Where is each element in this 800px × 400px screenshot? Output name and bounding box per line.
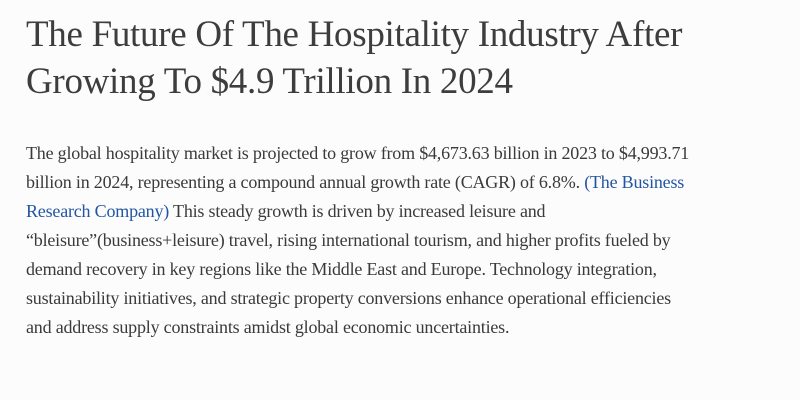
- body-text: The global hospitality market is project…: [26, 143, 690, 163]
- body-text: sustainability initiatives, and strategi…: [26, 288, 671, 308]
- article-headline: The Future Of The Hospitality Industry A…: [26, 11, 774, 105]
- headline-line-2: Growing To $4.9 Trillion In 2024: [26, 61, 513, 102]
- article: The Future Of The Hospitality Industry A…: [0, 11, 800, 400]
- body-line-6: sustainability initiatives, and strategi…: [26, 284, 774, 313]
- body-text: This steady growth is driven by increase…: [169, 201, 546, 221]
- body-text: billion in 2024, representing a compound…: [26, 172, 585, 192]
- body-text: “bleisure”(business+leisure) travel, ris…: [26, 230, 671, 250]
- body-line-2: billion in 2024, representing a compound…: [26, 168, 774, 197]
- body-line-3: Research Company) This steady growth is …: [26, 197, 774, 226]
- article-body: The global hospitality market is project…: [26, 139, 774, 342]
- body-line-7: and address supply constraints amidst gl…: [26, 313, 774, 342]
- body-line-5: demand recovery in key regions like the …: [26, 255, 774, 284]
- body-text: demand recovery in key regions like the …: [26, 259, 657, 279]
- business-research-company-link[interactable]: (The Business: [584, 172, 685, 192]
- headline-line-1: The Future Of The Hospitality Industry A…: [26, 14, 683, 55]
- body-line-4: “bleisure”(business+leisure) travel, ris…: [26, 226, 774, 255]
- body-line-1: The global hospitality market is project…: [26, 139, 774, 168]
- body-text: and address supply constraints amidst gl…: [26, 317, 510, 337]
- business-research-company-link[interactable]: Research Company): [26, 201, 170, 221]
